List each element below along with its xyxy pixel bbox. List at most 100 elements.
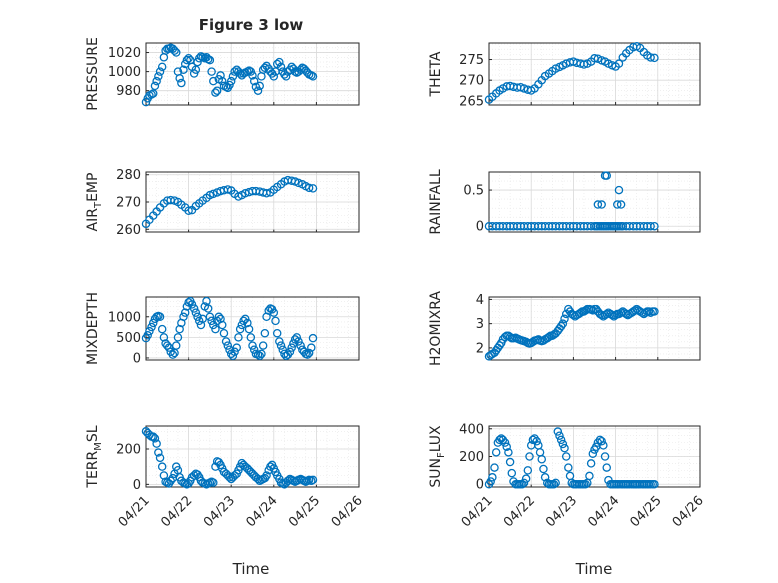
data-point [585, 471, 594, 481]
y-tick-label: 500 [116, 331, 141, 346]
y-tick-label: 0 [133, 478, 141, 493]
data-point [218, 320, 227, 330]
figure-title: Figure 3 low [199, 16, 304, 34]
data-point [171, 48, 181, 57]
data-point [209, 189, 218, 199]
data-point [155, 453, 165, 463]
y-tick-label: 1020 [108, 46, 141, 61]
data-point [170, 46, 179, 55]
x-tick-label: 04/25 [628, 493, 665, 530]
data-point [586, 459, 596, 468]
data-point [521, 474, 531, 483]
data-point [189, 304, 199, 313]
data-point [569, 310, 578, 320]
data-point [223, 341, 233, 350]
data-point [556, 321, 566, 331]
data-point [216, 314, 225, 324]
data-point [147, 322, 156, 332]
axes-border [145, 296, 360, 361]
y-tick-label: 4 [476, 293, 484, 308]
data-point [292, 333, 302, 342]
x-tick-label: 04/26 [329, 493, 366, 530]
data-point [219, 328, 229, 338]
y-tick-label: 0.5 [463, 184, 484, 199]
data-point [244, 324, 254, 334]
data-point [505, 457, 515, 467]
data-point [491, 448, 501, 457]
data-point [152, 76, 161, 86]
data-point [154, 448, 163, 457]
x-tick-label: 04/22 [501, 493, 538, 530]
y-tick-label: 1000 [108, 65, 141, 80]
axes-border [145, 425, 360, 488]
data-point [246, 67, 256, 76]
data-point [214, 312, 224, 322]
subplot-mixdepth: 0 500 1000 MIXDEPTH [85, 292, 360, 366]
data-point [269, 72, 279, 81]
data-point [285, 347, 295, 357]
data-point [205, 55, 215, 65]
subplot-theta: 265 270 275 THETA [428, 42, 701, 109]
data-point [235, 324, 245, 334]
data-point [304, 183, 314, 193]
data-point [157, 62, 167, 72]
data-point [237, 320, 247, 330]
data-point [488, 473, 497, 482]
data-point [211, 324, 220, 334]
data-point [230, 67, 239, 76]
data-point [275, 337, 284, 346]
data-point [257, 349, 266, 359]
y-tick-label: 400 [459, 422, 484, 437]
x-tick-label: 04/21 [459, 493, 496, 530]
y-tick-label: 1000 [108, 310, 141, 325]
data-point [148, 89, 158, 98]
data-point [564, 463, 573, 472]
data-point [248, 341, 257, 350]
data-point [276, 62, 286, 72]
data-point [175, 324, 184, 334]
data-point [602, 171, 611, 180]
data-point [207, 67, 216, 76]
data-point [163, 341, 172, 350]
data-point [500, 438, 510, 447]
axes-border [488, 42, 701, 106]
data-point [253, 86, 263, 95]
y-tick-label: 265 [459, 94, 484, 109]
data-point [145, 326, 154, 336]
data-point [166, 476, 175, 486]
data-point [280, 349, 289, 359]
data-point [272, 328, 282, 338]
data-point [504, 448, 513, 457]
data-point [187, 300, 197, 309]
data-point [549, 479, 559, 489]
data-point [294, 337, 303, 346]
data-point [230, 347, 239, 357]
data-point [203, 304, 213, 313]
data-point [650, 307, 659, 316]
axes-border [145, 171, 360, 233]
y-tick-label: 260 [116, 223, 141, 238]
data-point [519, 478, 529, 488]
data-point [196, 320, 206, 330]
subplot-terr-msl: 04/21 04/22 04/23 04/24 04/25 04/26 0 200 TERRMS… [85, 425, 366, 530]
data-point [205, 312, 215, 322]
data-point [191, 65, 201, 74]
data-point [303, 350, 312, 359]
subplot-h2omixra: 2 3 4 H2OMIXRA [428, 291, 701, 366]
data-point [246, 333, 256, 342]
data-point [551, 64, 560, 73]
data-point [308, 184, 318, 193]
x-tick-label: 04/22 [158, 493, 195, 530]
data-point [528, 435, 538, 445]
axes-border [488, 296, 701, 361]
data-point [561, 452, 571, 461]
x-axis-label-left: Time [232, 560, 270, 578]
data-point [143, 331, 152, 340]
data-point [191, 308, 201, 317]
data-point [593, 200, 603, 209]
data-point [600, 452, 610, 461]
data-point [304, 348, 314, 358]
data-point [177, 78, 186, 88]
data-point [523, 466, 533, 475]
